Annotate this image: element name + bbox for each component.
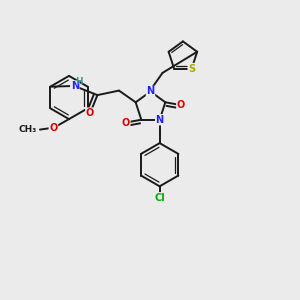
Text: S: S	[188, 64, 195, 74]
Text: O: O	[49, 123, 58, 133]
Text: O: O	[177, 100, 185, 110]
Text: O: O	[86, 108, 94, 118]
Text: O: O	[122, 118, 130, 128]
Text: H: H	[75, 76, 82, 85]
Text: N: N	[71, 81, 79, 91]
Text: N: N	[156, 115, 164, 125]
Text: CH₃: CH₃	[19, 125, 37, 134]
Text: Cl: Cl	[154, 193, 165, 203]
Text: N: N	[146, 86, 154, 97]
